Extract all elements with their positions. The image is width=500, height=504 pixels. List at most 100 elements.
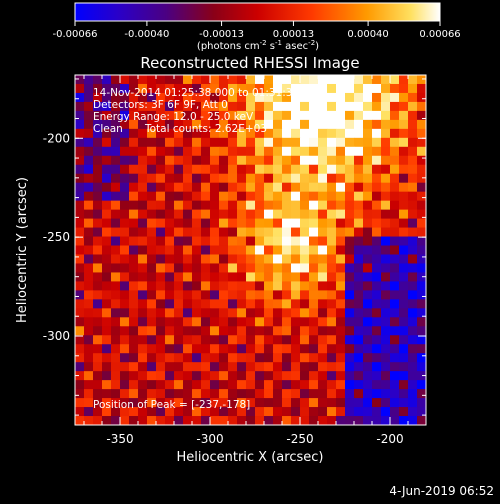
heatmap-cell	[255, 209, 265, 219]
heatmap-cell	[183, 317, 193, 327]
heatmap-cell	[282, 389, 292, 399]
heatmap-cell	[102, 362, 112, 372]
heatmap-cell	[318, 389, 328, 399]
heatmap-cell	[138, 263, 148, 273]
heatmap-cell	[273, 236, 283, 246]
heatmap-cell	[408, 335, 418, 345]
heatmap-cell	[291, 344, 301, 354]
heatmap-cell	[336, 173, 346, 184]
heatmap-cell	[390, 236, 400, 246]
heatmap-cell	[183, 380, 193, 390]
heatmap-cell	[300, 272, 310, 282]
heatmap-cell	[102, 308, 112, 318]
heatmap-cell	[147, 146, 157, 157]
heatmap-cell	[84, 353, 94, 363]
heatmap-cell	[111, 308, 121, 318]
heatmap-cell	[246, 110, 256, 121]
heatmap-cell	[372, 83, 382, 94]
heatmap-cell	[300, 137, 310, 148]
heatmap-cell	[345, 389, 355, 399]
heatmap-cell	[219, 380, 229, 390]
heatmap-cell	[273, 110, 283, 121]
heatmap-cell	[129, 272, 139, 282]
heatmap-cell	[138, 335, 148, 345]
heatmap-cell	[201, 164, 211, 175]
y-tick-label: -200	[43, 131, 70, 145]
heatmap-cell	[93, 128, 103, 139]
heatmap-cell	[111, 92, 121, 103]
heatmap-cell	[165, 281, 175, 291]
heatmap-cell	[381, 290, 391, 300]
heatmap-cell	[246, 281, 256, 291]
heatmap-cell	[210, 173, 220, 184]
heatmap-cell	[210, 326, 220, 336]
heatmap-cell	[309, 110, 319, 121]
heatmap-cell	[291, 290, 301, 300]
heatmap-cell	[255, 398, 265, 408]
heatmap-cell	[336, 335, 346, 345]
heatmap-cell	[228, 317, 238, 327]
heatmap-cell	[111, 362, 121, 372]
heatmap-cell	[75, 281, 85, 291]
heatmap-cell	[129, 344, 139, 354]
heatmap-cell	[372, 236, 382, 246]
heatmap-cell	[354, 155, 364, 166]
heatmap-cell	[219, 75, 229, 85]
heatmap-cell	[228, 182, 238, 193]
heatmap-cell	[309, 407, 319, 417]
heatmap-cell	[165, 308, 175, 318]
heatmap-cell	[102, 110, 112, 121]
heatmap-cell	[129, 119, 139, 130]
heatmap-cell	[102, 389, 112, 399]
heatmap-cell	[255, 200, 265, 211]
heatmap-cell	[219, 164, 229, 175]
heatmap-cell	[309, 263, 319, 273]
heatmap-cell	[237, 101, 247, 112]
heatmap-cell	[291, 173, 301, 184]
heatmap-cell	[264, 344, 274, 354]
heatmap-cell	[372, 290, 382, 300]
heatmap-cell	[363, 317, 373, 327]
heatmap-cell	[372, 362, 382, 372]
heatmap-cell	[129, 128, 139, 139]
heatmap-cell	[354, 92, 364, 103]
heatmap-cell	[300, 380, 310, 390]
heatmap-cell	[228, 245, 238, 255]
heatmap-cell	[291, 218, 301, 228]
heatmap-cell	[228, 155, 238, 166]
heatmap-cell	[408, 353, 418, 363]
heatmap-cell	[327, 398, 337, 408]
heatmap-cell	[327, 110, 337, 121]
heatmap-cell	[399, 398, 409, 408]
heatmap-cell	[129, 209, 139, 219]
heatmap-cell	[111, 83, 121, 94]
heatmap-cell	[255, 290, 265, 300]
heatmap-cell	[111, 317, 121, 327]
heatmap-cell	[408, 137, 418, 148]
heatmap-cell	[372, 281, 382, 291]
annotation-counts: Total counts: 2.62E+03	[144, 123, 267, 135]
heatmap-cell	[201, 218, 211, 228]
colorbar-tick-label: 0.00040	[347, 29, 388, 40]
heatmap-cell	[345, 236, 355, 246]
heatmap-cell	[309, 398, 319, 408]
heatmap-cell	[219, 308, 229, 318]
heatmap-cell	[399, 182, 409, 193]
heatmap-cell	[165, 272, 175, 282]
heatmap-cell	[318, 200, 328, 211]
heatmap-cell	[129, 155, 139, 166]
heatmap-cell	[210, 299, 220, 309]
heatmap-cell	[192, 317, 202, 327]
heatmap-cell	[327, 416, 337, 426]
heatmap-cell	[264, 254, 274, 264]
heatmap-cell	[228, 146, 238, 157]
heatmap-cell	[363, 164, 373, 175]
heatmap-cell	[291, 83, 301, 94]
heatmap-cell	[93, 326, 103, 336]
heatmap-cell	[192, 209, 202, 219]
heatmap-cell	[84, 209, 94, 219]
heatmap-cell	[372, 173, 382, 184]
heatmap-cell	[228, 110, 238, 121]
heatmap-cell	[399, 227, 409, 237]
heatmap-cell	[390, 407, 400, 417]
